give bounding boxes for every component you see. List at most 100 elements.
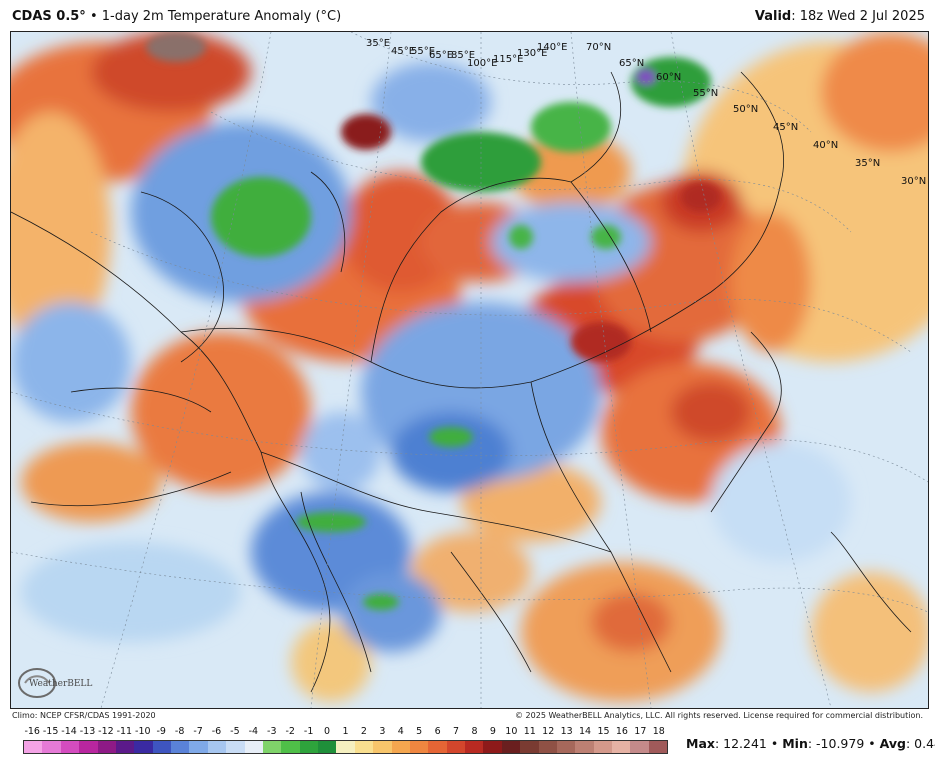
color-scale-swatch: [281, 741, 300, 753]
color-scale-swatch: [24, 741, 43, 753]
color-scale-swatch: [97, 741, 116, 753]
color-scale-bar: [23, 740, 668, 754]
lat-label: 30°N: [901, 176, 926, 187]
color-scale-tick: 10: [505, 726, 518, 737]
lon-label: 85°E: [451, 50, 475, 61]
color-scale-swatch: [373, 741, 392, 753]
color-scale-swatch: [575, 741, 594, 753]
color-scale-swatch: [299, 741, 318, 753]
copyright-note: © 2025 WeatherBELL Analytics, LLC. All r…: [515, 711, 923, 720]
max-value: : 12.241: [714, 736, 767, 751]
country-borders: [11, 71, 912, 693]
color-scale-tick: 2: [360, 726, 367, 737]
anomaly-extremes: [146, 32, 721, 610]
color-scale-tick: -10: [135, 726, 151, 737]
lon-label: 55°E: [411, 46, 435, 57]
color-scale-tick: -11: [116, 726, 133, 737]
lon-label: 100°E: [467, 58, 497, 69]
color-scale-tick: -2: [285, 726, 295, 737]
lat-label: 55°N: [693, 88, 718, 99]
color-scale-tick: -13: [79, 726, 96, 737]
color-scale-tick: 11: [523, 726, 536, 737]
color-scale-tick: -7: [193, 726, 203, 737]
color-scale-swatch: [115, 741, 135, 753]
weatherbell-logo: WeatherBELL: [18, 668, 92, 698]
color-scale-tick: -15: [42, 726, 59, 737]
color-scale-tick: 17: [634, 726, 647, 737]
color-scale-ticks: -16 -15 -14 -13 -12 -11 -10 -9 -8 -7 -6 -5 -4 -3 -2 -1 0…: [23, 726, 668, 739]
stats-sep: •: [868, 736, 876, 751]
color-scale-tick: 7: [453, 726, 460, 737]
color-scale-swatch: [152, 741, 171, 753]
color-scale-swatch: [648, 741, 668, 753]
color-scale-tick: 1: [342, 726, 349, 737]
logo-text: WeatherBELL: [29, 679, 92, 689]
lon-label: 65°E: [429, 50, 453, 61]
color-scale-tick: 9: [489, 726, 496, 737]
color-scale-swatch: [189, 741, 208, 753]
color-scale-swatch: [501, 741, 521, 753]
color-scale-swatch: [465, 741, 484, 753]
color-scale-swatch: [79, 741, 98, 753]
color-scale-swatch: [612, 741, 631, 753]
color-scale-swatch: [134, 741, 153, 753]
lat-label: 60°N: [656, 72, 681, 83]
valid-time: Valid: 18z Wed 2 Jul 2025: [755, 9, 925, 24]
color-scale-tick: -14: [61, 726, 77, 737]
lat-label: 65°N: [619, 58, 644, 69]
color-scale-swatch: [207, 741, 227, 753]
color-scale-tick: -3: [267, 726, 277, 737]
color-scale-tick: 8: [471, 726, 478, 737]
color-scale-swatch: [428, 741, 447, 753]
product-description: 1-day 2m Temperature Anomaly (°C): [101, 9, 342, 24]
climo-note: Climo: NCEP CFSR/CDAS 1991-2020: [12, 711, 156, 720]
color-scale-swatch: [556, 741, 576, 753]
color-scale-swatch: [336, 741, 355, 753]
color-scale-swatch: [318, 741, 337, 753]
lon-label: 35°E: [366, 38, 390, 49]
color-scale-tick: 4: [397, 726, 404, 737]
color-scale-swatch: [60, 741, 80, 753]
color-scale-swatch: [354, 741, 374, 753]
lat-label: 70°N: [586, 42, 611, 53]
avg-label: Avg: [879, 736, 906, 751]
lat-label: 50°N: [733, 104, 758, 115]
min-label: Min: [782, 736, 808, 751]
color-scale-tick: 18: [652, 726, 665, 737]
max-label: Max: [686, 736, 715, 751]
color-scale-tick: -6: [211, 726, 222, 737]
color-scale-tick: 6: [434, 726, 441, 737]
color-scale-tick: 16: [615, 726, 628, 737]
anomaly-map: 35°E 45°E 55°E 65°E 85°E 100°E 115°E 130…: [10, 31, 929, 709]
color-scale-tick: 12: [542, 726, 555, 737]
color-scale-tick: 5: [416, 726, 423, 737]
lat-label: 35°N: [855, 158, 880, 169]
color-scale-swatch: [391, 741, 410, 753]
color-scale-tick: -5: [230, 726, 240, 737]
color-scale-swatch: [244, 741, 263, 753]
min-value: : -10.979: [807, 736, 865, 751]
stats-sep: •: [770, 736, 779, 751]
color-scale-tick: -1: [303, 726, 314, 737]
color-scale-swatch: [226, 741, 245, 753]
avg-value: : 0.448: [905, 736, 935, 751]
color-scale-swatch: [409, 741, 429, 753]
lon-label: 140°E: [537, 42, 567, 53]
color-scale-swatch: [262, 741, 282, 753]
color-scale-tick: -4: [248, 726, 259, 737]
color-scale-swatch: [593, 741, 612, 753]
field-stats: Max: 12.241 • Min: -10.979 • Avg: 0.448: [686, 736, 935, 751]
color-scale-tick: 13: [560, 726, 573, 737]
color-scale: -16 -15 -14 -13 -12 -11 -10 -9 -8 -7 -6 -5 -4 -3 -2 -1 0…: [23, 726, 668, 762]
valid-value: : 18z Wed 2 Jul 2025: [791, 9, 925, 24]
lon-label: 130°E: [517, 48, 547, 59]
longitude-labels: 35°E 45°E 55°E 65°E 85°E 100°E 115°E 130…: [366, 38, 567, 69]
title-separator: •: [89, 9, 98, 24]
color-scale-swatch: [446, 741, 465, 753]
lon-label: 45°E: [391, 46, 415, 57]
color-scale-tick: 15: [597, 726, 610, 737]
color-scale-tick: -9: [156, 726, 166, 737]
lat-label: 40°N: [813, 140, 838, 151]
color-scale-swatch: [483, 741, 502, 753]
color-scale-tick: -16: [24, 726, 40, 737]
